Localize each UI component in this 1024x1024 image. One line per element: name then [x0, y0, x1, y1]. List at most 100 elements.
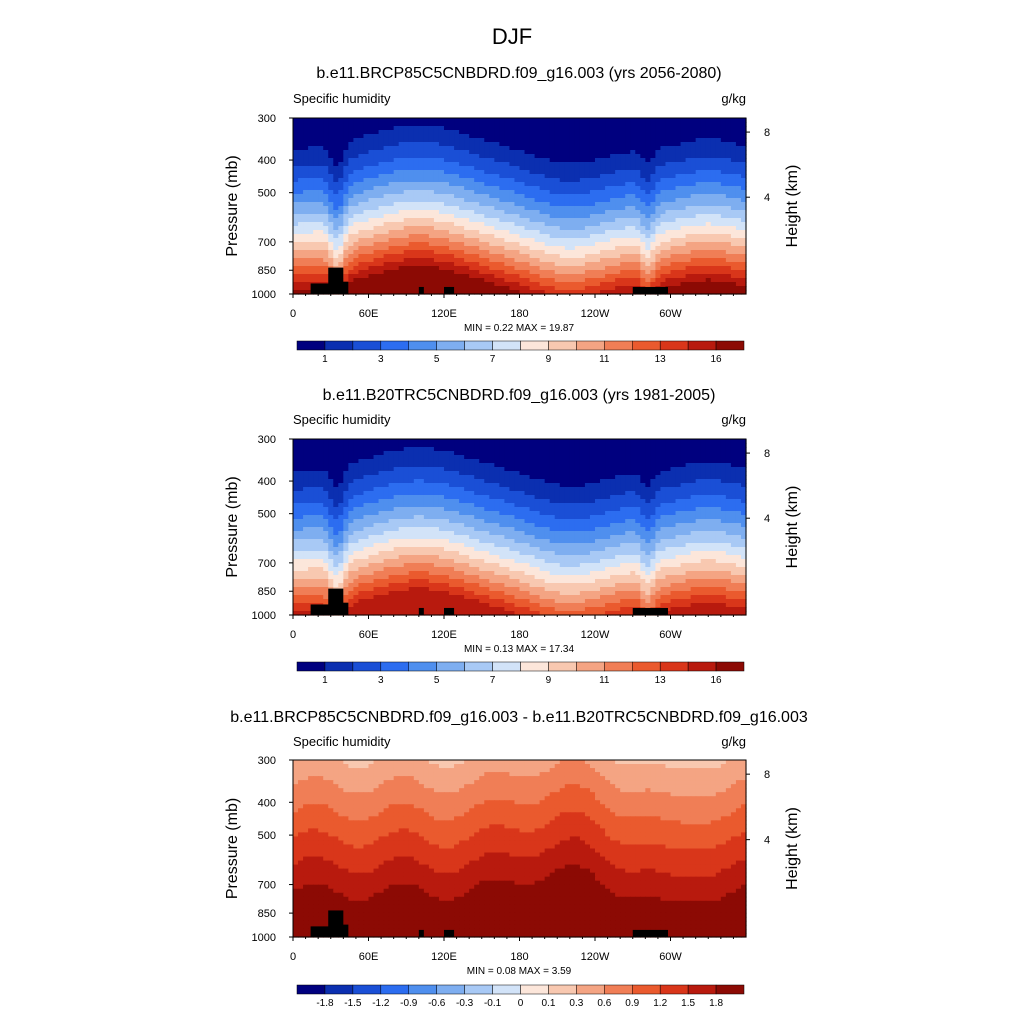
heatmap-cell	[665, 258, 672, 263]
heatmap-cell	[469, 146, 475, 151]
heatmap-cell	[514, 266, 521, 271]
heatmap-cell	[504, 278, 511, 283]
heatmap-cell	[348, 178, 354, 183]
heatmap-cell	[328, 246, 334, 251]
heatmap-cell	[589, 475, 596, 480]
heatmap-cell	[645, 447, 651, 452]
heatmap-cell	[323, 198, 329, 203]
heatmap-cell	[589, 278, 596, 283]
heatmap-cell	[408, 194, 415, 199]
heatmap-cell	[715, 274, 722, 279]
heatmap-cell	[499, 471, 505, 476]
heatmap-cell	[730, 467, 737, 472]
heatmap-cell	[740, 146, 747, 151]
heatmap-cell	[383, 158, 390, 163]
heatmap-cell	[589, 154, 596, 159]
heatmap-cell	[690, 182, 697, 187]
heatmap-cell	[509, 190, 516, 195]
heatmap-cell	[549, 262, 556, 267]
heatmap-cell	[539, 475, 546, 480]
heatmap-cell	[735, 206, 742, 211]
heatmap-cell	[318, 190, 324, 195]
heatmap-cell	[705, 471, 712, 476]
heatmap-cell	[630, 166, 636, 171]
heatmap-cell	[569, 270, 576, 275]
heatmap-cell	[600, 447, 606, 452]
heatmap-cell	[438, 130, 445, 135]
heatmap-cell	[670, 270, 677, 275]
heatmap-cell	[383, 270, 390, 275]
heatmap-cell	[519, 142, 526, 147]
heatmap-cell	[428, 242, 435, 247]
heatmap-cell	[348, 162, 354, 167]
heatmap-cell	[690, 178, 697, 183]
heatmap-cell	[730, 278, 737, 283]
heatmap-cell	[413, 210, 420, 215]
heatmap-cell	[464, 455, 470, 460]
heatmap-cell	[444, 475, 450, 480]
heatmap-cell	[660, 443, 667, 448]
heatmap-cell	[635, 266, 641, 271]
heatmap-cell	[660, 130, 667, 135]
heatmap-cell	[695, 146, 702, 151]
heatmap-cell	[534, 150, 541, 155]
heatmap-cell	[564, 130, 571, 135]
heatmap-cell	[438, 206, 445, 211]
heatmap-cell	[600, 166, 606, 171]
heatmap-cell	[368, 150, 375, 155]
heatmap-cell	[635, 186, 641, 191]
heatmap-cell	[313, 138, 319, 143]
heatmap-cell	[665, 206, 672, 211]
heatmap-cell	[338, 258, 344, 263]
heatmap-cell	[479, 467, 485, 472]
heatmap-cell	[715, 222, 722, 227]
heatmap-cell	[695, 246, 702, 251]
heatmap-cell	[408, 475, 415, 480]
heatmap-cell	[499, 198, 505, 203]
heatmap-cell	[615, 194, 621, 199]
heatmap-cell	[469, 467, 475, 472]
heatmap-cell	[574, 238, 581, 243]
heatmap-cell	[569, 266, 576, 271]
heatmap-cell	[625, 451, 631, 456]
heatmap-cell	[710, 222, 717, 227]
heatmap-cell	[393, 150, 400, 155]
heatmap-cell	[685, 246, 692, 251]
heatmap-cell	[735, 270, 742, 275]
heatmap-cell	[705, 290, 712, 295]
heatmap-cell	[423, 178, 430, 183]
heatmap-cell	[675, 246, 682, 251]
heatmap-cell	[514, 290, 521, 295]
heatmap-cell	[479, 166, 485, 171]
heatmap-cell	[353, 266, 360, 271]
heatmap-cell	[605, 194, 611, 199]
heatmap-cell	[710, 118, 717, 123]
heatmap-cell	[358, 198, 365, 203]
heatmap-cell	[499, 262, 505, 267]
heatmap-cell	[388, 471, 395, 476]
heatmap-cell	[655, 455, 662, 460]
heatmap-cell	[625, 138, 631, 143]
heatmap-cell	[353, 270, 360, 275]
heatmap-cell	[655, 210, 662, 215]
panel-variable-label: Specific humidity	[293, 412, 391, 427]
heatmap-cell	[479, 134, 485, 139]
heatmap-cell	[408, 274, 415, 279]
heatmap-cell	[529, 138, 536, 143]
heatmap-cell	[298, 258, 304, 263]
heatmap-cell	[564, 443, 571, 448]
heatmap-cell	[524, 154, 531, 159]
heatmap-cell	[740, 250, 747, 255]
heatmap-cell	[740, 274, 747, 279]
heatmap-cell	[579, 178, 586, 183]
heatmap-cell	[504, 286, 511, 291]
heatmap-cell	[303, 210, 309, 215]
heatmap-cell	[720, 118, 727, 123]
heatmap-cell	[675, 162, 682, 167]
heatmap-cell	[690, 210, 697, 215]
heatmap-cell	[564, 206, 571, 211]
heatmap-cell	[620, 447, 626, 452]
heatmap-cell	[615, 455, 621, 460]
heatmap-cell	[328, 475, 334, 480]
heatmap-cell	[318, 443, 324, 448]
